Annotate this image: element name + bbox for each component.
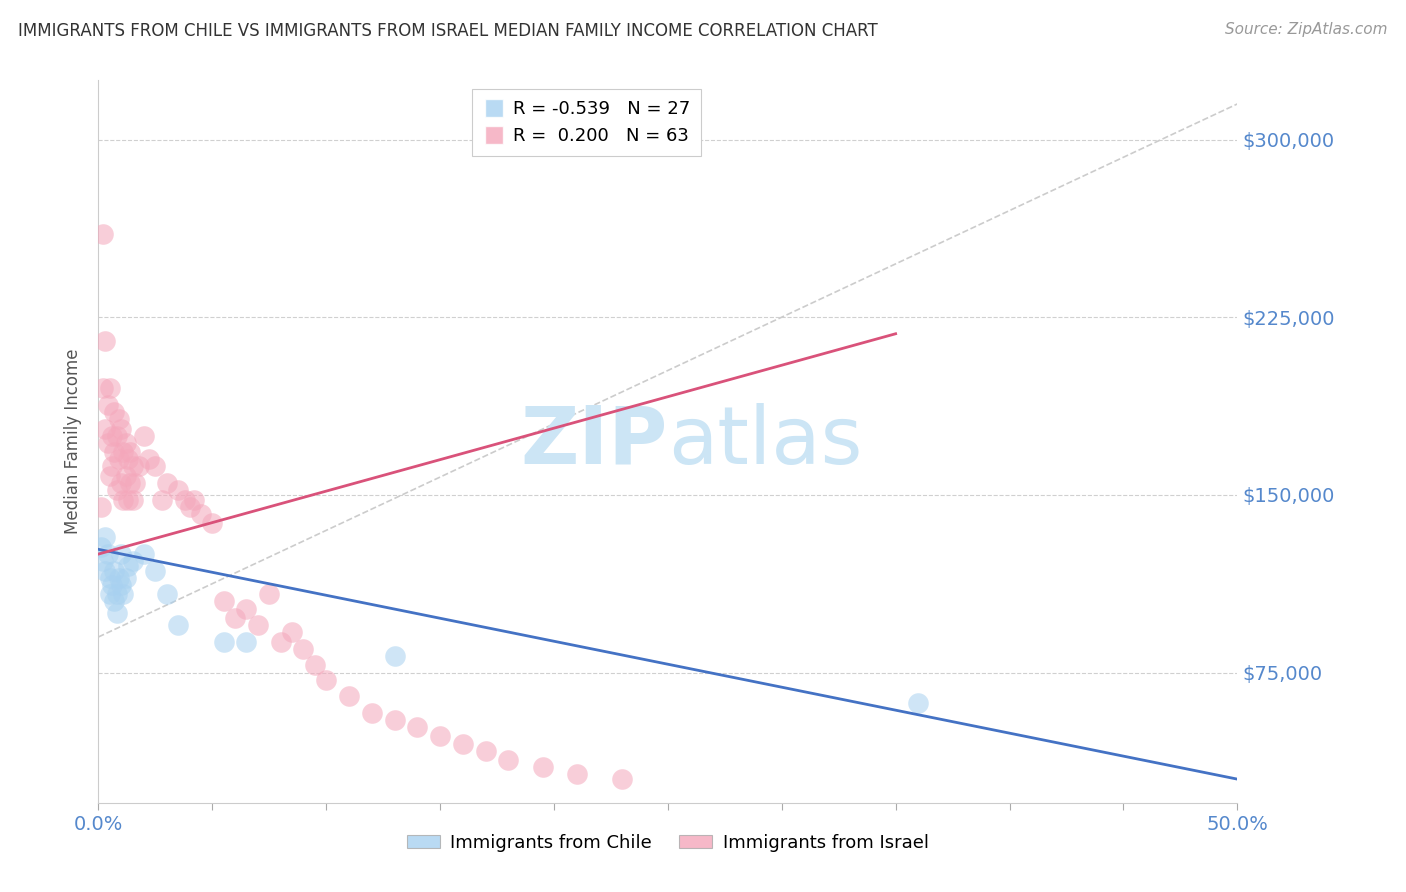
Point bbox=[94, 421, 117, 435]
Point bbox=[117, 492, 139, 507]
Point bbox=[105, 428, 128, 442]
Point bbox=[121, 554, 143, 568]
Point bbox=[110, 475, 132, 490]
Text: IMMIGRANTS FROM CHILE VS IMMIGRANTS FROM ISRAEL MEDIAN FAMILY INCOME CORRELATION: IMMIGRANTS FROM CHILE VS IMMIGRANTS FROM… bbox=[18, 22, 877, 40]
Point bbox=[337, 689, 360, 703]
Point bbox=[96, 547, 118, 561]
Point bbox=[103, 445, 125, 459]
Point bbox=[292, 641, 315, 656]
Point bbox=[201, 516, 224, 531]
Point bbox=[121, 492, 143, 507]
Legend: Immigrants from Chile, Immigrants from Israel: Immigrants from Chile, Immigrants from I… bbox=[399, 826, 936, 859]
Point bbox=[156, 475, 179, 490]
Point bbox=[360, 706, 382, 720]
Point bbox=[91, 227, 114, 242]
Point bbox=[112, 492, 135, 507]
Point bbox=[101, 428, 124, 442]
Point bbox=[114, 469, 136, 483]
Point bbox=[224, 611, 246, 625]
Point bbox=[212, 634, 235, 648]
Text: Source: ZipAtlas.com: Source: ZipAtlas.com bbox=[1225, 22, 1388, 37]
Point bbox=[101, 459, 124, 474]
Point bbox=[103, 564, 125, 578]
Point bbox=[451, 737, 474, 751]
Point bbox=[98, 571, 121, 585]
Point bbox=[315, 673, 337, 687]
Point bbox=[138, 452, 160, 467]
Point bbox=[114, 571, 136, 585]
Point bbox=[145, 459, 167, 474]
Point bbox=[108, 571, 131, 585]
Point bbox=[105, 483, 128, 497]
Point bbox=[150, 492, 173, 507]
Point bbox=[132, 547, 155, 561]
Point bbox=[91, 554, 114, 568]
Point bbox=[406, 720, 429, 734]
Point bbox=[90, 540, 112, 554]
Point bbox=[105, 587, 128, 601]
Point bbox=[110, 547, 132, 561]
Point bbox=[98, 381, 121, 395]
Point bbox=[132, 428, 155, 442]
Point bbox=[304, 658, 326, 673]
Point bbox=[117, 558, 139, 573]
Point bbox=[384, 648, 406, 663]
Point bbox=[212, 594, 235, 608]
Point bbox=[246, 618, 269, 632]
Point bbox=[105, 607, 128, 621]
Point bbox=[612, 772, 634, 786]
Point bbox=[94, 564, 117, 578]
Y-axis label: Median Family Income: Median Family Income bbox=[63, 349, 82, 534]
Point bbox=[90, 500, 112, 514]
Text: ZIP: ZIP bbox=[520, 402, 668, 481]
Point bbox=[110, 421, 132, 435]
Point bbox=[474, 744, 496, 758]
Point bbox=[235, 634, 257, 648]
Point bbox=[531, 760, 554, 774]
Point bbox=[235, 601, 257, 615]
Point bbox=[94, 334, 117, 348]
Point bbox=[98, 469, 121, 483]
Point bbox=[498, 753, 520, 767]
Point bbox=[94, 531, 117, 545]
Point bbox=[124, 475, 146, 490]
Point bbox=[281, 625, 304, 640]
Text: atlas: atlas bbox=[668, 402, 862, 481]
Point bbox=[120, 475, 142, 490]
Point bbox=[259, 587, 281, 601]
Point bbox=[128, 459, 150, 474]
Point bbox=[101, 578, 124, 592]
Point bbox=[120, 445, 142, 459]
Point bbox=[565, 767, 588, 781]
Point bbox=[145, 564, 167, 578]
Point bbox=[114, 435, 136, 450]
Point bbox=[121, 459, 143, 474]
Point bbox=[110, 578, 132, 592]
Point bbox=[103, 594, 125, 608]
Point bbox=[270, 634, 292, 648]
Point bbox=[179, 500, 201, 514]
Point bbox=[183, 492, 205, 507]
Point bbox=[103, 405, 125, 419]
Point bbox=[174, 492, 197, 507]
Point bbox=[91, 381, 114, 395]
Point bbox=[117, 452, 139, 467]
Point bbox=[108, 452, 131, 467]
Point bbox=[429, 730, 451, 744]
Point bbox=[112, 445, 135, 459]
Point bbox=[98, 587, 121, 601]
Point bbox=[108, 412, 131, 426]
Point bbox=[167, 483, 190, 497]
Point bbox=[167, 618, 190, 632]
Point bbox=[96, 435, 118, 450]
Point bbox=[112, 587, 135, 601]
Point bbox=[156, 587, 179, 601]
Point bbox=[190, 507, 212, 521]
Point bbox=[384, 713, 406, 727]
Point bbox=[96, 398, 118, 412]
Point bbox=[907, 696, 929, 710]
